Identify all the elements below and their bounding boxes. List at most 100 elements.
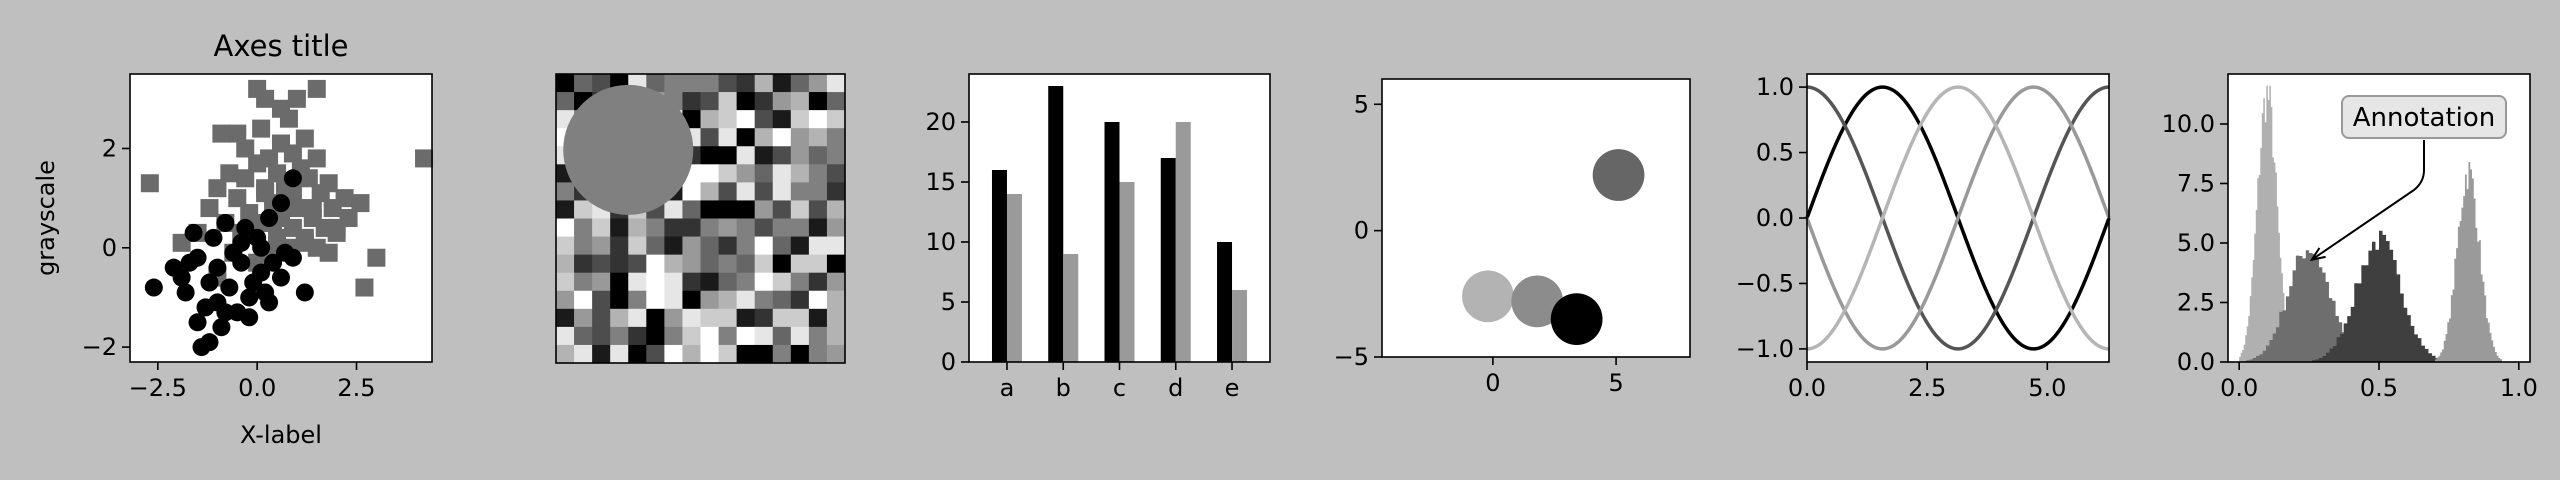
circle-marker: [200, 273, 219, 292]
heatmap-cell: [718, 128, 738, 147]
heatmap-cell: [808, 272, 828, 292]
circle-marker: [216, 303, 235, 322]
heatmap-cell: [736, 92, 756, 111]
square-marker: [351, 194, 370, 213]
bar-category-label: d: [1168, 374, 1183, 402]
bar-panel: a b c d e 0 5 10 15 20: [925, 73, 1271, 402]
heatmap-cell: [700, 128, 720, 147]
heatmap-cell: [592, 344, 611, 364]
heatmap-cell: [682, 218, 701, 238]
heatmap-cell: [556, 254, 575, 274]
heatmap-cell: [664, 200, 683, 219]
circle-marker: [188, 313, 207, 332]
square-marker: [287, 89, 306, 108]
heatmap-cell: [736, 236, 756, 256]
heatmap-cell: [592, 236, 611, 256]
scatter-panel: −2.5 0.0 2.5 −2 0 2 Axes title X-label grays…: [32, 29, 434, 449]
circle-patch: [1550, 293, 1603, 345]
heatmap-cell: [556, 182, 575, 201]
histogram-y-tick-label: 0.0: [2177, 348, 2215, 376]
heatmap-cell: [736, 344, 756, 364]
histogram-steps: [2239, 85, 2503, 363]
circles-x-tick-label: 0: [1485, 369, 1500, 397]
heatmap-cell: [628, 326, 647, 346]
heatmap-cell: [772, 272, 792, 292]
heatmap-cell: [718, 74, 738, 93]
heatmap-cell: [718, 164, 738, 183]
square-marker: [307, 149, 326, 168]
heatmap-cell: [772, 308, 792, 328]
heatmap-cell: [754, 308, 774, 328]
square-marker: [303, 199, 322, 218]
heatmap-cell: [808, 164, 828, 183]
circles-y-tick-label: −5: [1334, 343, 1369, 371]
circle-marker: [172, 268, 191, 287]
heatmap-cell: [808, 218, 828, 238]
heatmap-cell: [664, 218, 683, 238]
histogram-step: [2434, 161, 2503, 362]
heatmap-cell: [718, 272, 738, 292]
heatmap-cell: [664, 74, 683, 93]
square-marker: [252, 119, 271, 138]
heatmap-cell: [826, 218, 846, 238]
heatmap-cell: [628, 254, 647, 274]
heatmap-cell: [772, 164, 792, 183]
scatter-x-tick-label: −2.5: [129, 374, 187, 402]
heatmap-cell: [790, 254, 810, 274]
heatmap-cell: [736, 218, 756, 238]
heatmap-cell: [718, 308, 738, 328]
circle-patches: [1462, 149, 1645, 345]
heatmap-cell: [808, 290, 828, 310]
heatmap-cell: [628, 308, 647, 328]
heatmap-cell: [682, 272, 701, 292]
heatmap-cell: [700, 218, 720, 238]
heatmap-cell: [736, 290, 756, 310]
heatmap-cell: [718, 344, 738, 364]
heatmap-cell: [754, 128, 774, 147]
line-x-tick-label: 2.5: [1908, 374, 1946, 402]
circle-marker: [184, 223, 203, 242]
circle-marker: [264, 253, 283, 272]
bar-category-label: e: [1225, 374, 1240, 402]
heatmap-cell: [736, 164, 756, 183]
square-marker: [256, 184, 275, 203]
heatmap-cell: [826, 146, 846, 165]
line-y-ticks: −1.0 −0.5 0.0 0.5 1.0: [1736, 73, 1807, 363]
annotation-arrow: [2311, 140, 2425, 261]
scatter-x-tick-label: 0.0: [238, 374, 276, 402]
heatmap-cell: [556, 218, 575, 238]
heatmap-cell: [574, 290, 593, 310]
heatmap-cell: [718, 182, 738, 201]
heatmap-cell: [700, 344, 720, 364]
circle-marker: [220, 278, 239, 297]
heatmap-cell: [772, 92, 792, 111]
heatmap-cell: [556, 326, 575, 346]
heatmap-cell: [646, 344, 665, 364]
heatmap-cell: [610, 218, 629, 238]
heatmap-cell: [754, 290, 774, 310]
heatmap-cell: [682, 290, 701, 310]
heatmap-cell: [826, 110, 846, 129]
circles-x-tick-label: 5: [1608, 369, 1623, 397]
heatmap-cell: [772, 74, 792, 93]
heatmap-cell: [628, 344, 647, 364]
scatter-y-ticks: −2 0 2: [82, 134, 130, 361]
heatmap-cell: [808, 200, 828, 219]
square-marker: [140, 174, 159, 193]
histogram-y-tick-label: 10.0: [2162, 110, 2215, 138]
heatmap-cell: [736, 254, 756, 274]
heatmap-cell: [700, 182, 720, 201]
heatmap-cell: [790, 128, 810, 147]
heatmap-cell: [826, 344, 846, 364]
histogram-y-ticks: 0.0 2.5 5.0 7.5 10.0: [2162, 110, 2228, 376]
sine-line: [1806, 85, 2110, 351]
heatmap-cell: [754, 272, 774, 292]
heatmap-cell: [574, 326, 593, 346]
histogram-x-tick-label: 1.0: [2500, 374, 2538, 402]
heatmap-cell: [808, 128, 828, 147]
heatmap-cell: [700, 308, 720, 328]
heatmap-cell: [718, 218, 738, 238]
heatmap-cell: [718, 92, 738, 111]
square-marker: [248, 154, 267, 173]
heatmap-cell: [754, 146, 774, 165]
